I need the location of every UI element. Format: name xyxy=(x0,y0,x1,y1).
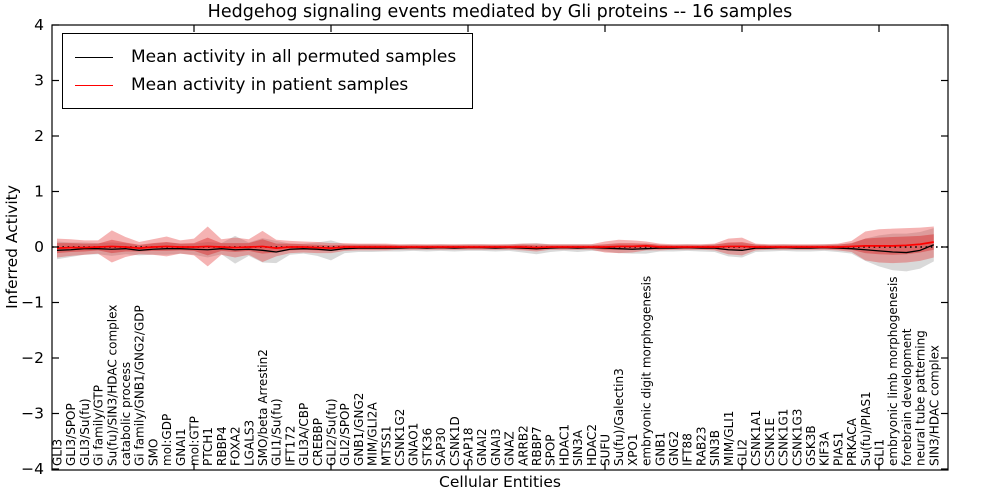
series-line-1 xyxy=(56,241,934,249)
x-category-label: forebrain development xyxy=(900,328,914,466)
chart-title: Hedgehog signaling events mediated by Gl… xyxy=(207,2,793,22)
legend-row-permuted: Mean activity in all permuted samples xyxy=(75,43,456,71)
x-category-label: IFT88 xyxy=(681,433,695,466)
x-category-label: HDAC2 xyxy=(585,424,599,466)
x-category-label: STK36 xyxy=(420,428,434,466)
x-category-label: GLI1/Su(fu) xyxy=(270,398,284,466)
x-category-label: GNG2 xyxy=(667,431,681,466)
x-category-label: GNAO1 xyxy=(407,423,421,466)
x-category-label: ARRB2 xyxy=(516,425,530,466)
x-category-label: CSNK1G2 xyxy=(393,409,407,466)
x-category-label: GLI2 xyxy=(736,439,750,466)
x-category-label: HDAC1 xyxy=(557,424,571,466)
x-category-label: mol:GTP xyxy=(188,416,202,466)
x-category-label: GNB1/GNG2 xyxy=(352,393,366,466)
x-category-label: PIAS1 xyxy=(831,432,845,466)
x-category-label: PRKACA xyxy=(845,417,859,466)
y-tick-label: 3 xyxy=(34,72,44,90)
x-category-label: SIN3/HDAC complex xyxy=(927,345,941,466)
x-category-label: RBBP4 xyxy=(215,426,229,466)
x-category-label: GNAZ xyxy=(503,431,517,466)
band-0 xyxy=(57,228,934,272)
y-tick-label: −1 xyxy=(21,294,44,312)
x-category-label: GNAI1 xyxy=(174,428,188,466)
x-category-label: FOXA2 xyxy=(229,426,243,466)
y-tick-label: 4 xyxy=(34,16,44,34)
x-category-label: CSNK1E xyxy=(763,418,777,466)
x-category-label: GLI2/Su(fu) xyxy=(325,398,339,466)
legend-row-patient: Mean activity in patient samples xyxy=(75,71,456,99)
x-category-label: Su(fu)/PIAS1 xyxy=(859,391,873,466)
x-category-label: CSNK1G3 xyxy=(790,409,804,466)
x-category-label: Su(fu)/SIN3/HDAC complex xyxy=(105,305,119,466)
x-category-label: Gi family/GTP xyxy=(92,385,106,466)
x-category-label: PTCH1 xyxy=(201,427,215,466)
x-category-label: SAP18 xyxy=(462,427,476,466)
x-category-label: GLI1 xyxy=(873,439,887,466)
x-category-label: CSNK1A1 xyxy=(749,410,763,466)
x-category-label: GSK3B xyxy=(804,425,818,466)
x-category-label: CSNK1G1 xyxy=(777,409,791,466)
band-2 xyxy=(57,234,934,256)
x-category-label: LGALS3 xyxy=(242,420,256,466)
x-category-label: IFT172 xyxy=(283,426,297,466)
x-category-label: GLI2/SPOP xyxy=(338,403,352,466)
y-axis-title: Inferred Activity xyxy=(3,185,21,309)
permuted-line-swatch xyxy=(75,56,113,58)
x-category-label: GNB1 xyxy=(653,432,667,466)
patient-line-swatch xyxy=(75,84,113,86)
x-category-label: SAP30 xyxy=(434,427,448,466)
x-category-label: SMO/beta Arrestin2 xyxy=(256,349,270,466)
x-category-label: CSNK1D xyxy=(448,416,462,466)
x-axis-title: Cellular Entities xyxy=(439,473,561,491)
x-category-label: Su(fu)/Galectin3 xyxy=(612,368,626,466)
x-category-label: SUFU xyxy=(599,434,613,466)
x-category-label: neural tube patterning xyxy=(914,330,928,466)
x-category-label: SIN3A xyxy=(571,429,585,466)
x-category-label: GLI3 xyxy=(51,439,65,466)
x-category-label: KIF3A xyxy=(818,431,832,466)
x-category-label: GNAI2 xyxy=(475,428,489,466)
y-tick-label: 2 xyxy=(34,127,44,145)
y-tick-label: −2 xyxy=(21,349,44,367)
x-category-label: MIM/GLI1 xyxy=(722,411,736,466)
x-category-label: XPO1 xyxy=(626,433,640,466)
x-category-label: embryonic digit morphogenesis xyxy=(640,276,654,466)
legend: Mean activity in all permuted samples Me… xyxy=(62,33,474,109)
x-category-label: SIN3B xyxy=(708,430,722,466)
y-tick-label: 0 xyxy=(34,238,44,256)
x-category-label: Gi family/GNB1/GNG2/GDP xyxy=(133,305,147,466)
x-category-label: RAB23 xyxy=(694,426,708,466)
x-category-label: SMO xyxy=(146,439,160,466)
y-tick-label: −4 xyxy=(21,460,44,478)
x-category-label: SPOP xyxy=(544,434,558,466)
x-category-label: GLI3A/CBP xyxy=(297,403,311,466)
y-tick-label: −3 xyxy=(21,405,44,423)
x-category-label: MTSS1 xyxy=(379,425,393,466)
x-category-label: GNAI3 xyxy=(489,428,503,466)
legend-label-permuted: Mean activity in all permuted samples xyxy=(131,47,457,67)
x-category-label: CREBBP xyxy=(311,418,325,466)
x-category-label: catabolic process xyxy=(119,362,133,466)
x-category-label: GLI3/Su(fu) xyxy=(78,398,92,466)
x-category-label: RBBP7 xyxy=(530,426,544,466)
y-tick-label: 1 xyxy=(34,183,44,201)
x-category-label: MIM/GLI2A xyxy=(366,402,380,466)
x-category-label: mol:GDP xyxy=(160,414,174,466)
legend-label-patient: Mean activity in patient samples xyxy=(131,75,409,95)
x-category-label: GLI3/SPOP xyxy=(64,403,78,466)
x-category-label: embryonic limb morphogenesis xyxy=(886,276,900,466)
